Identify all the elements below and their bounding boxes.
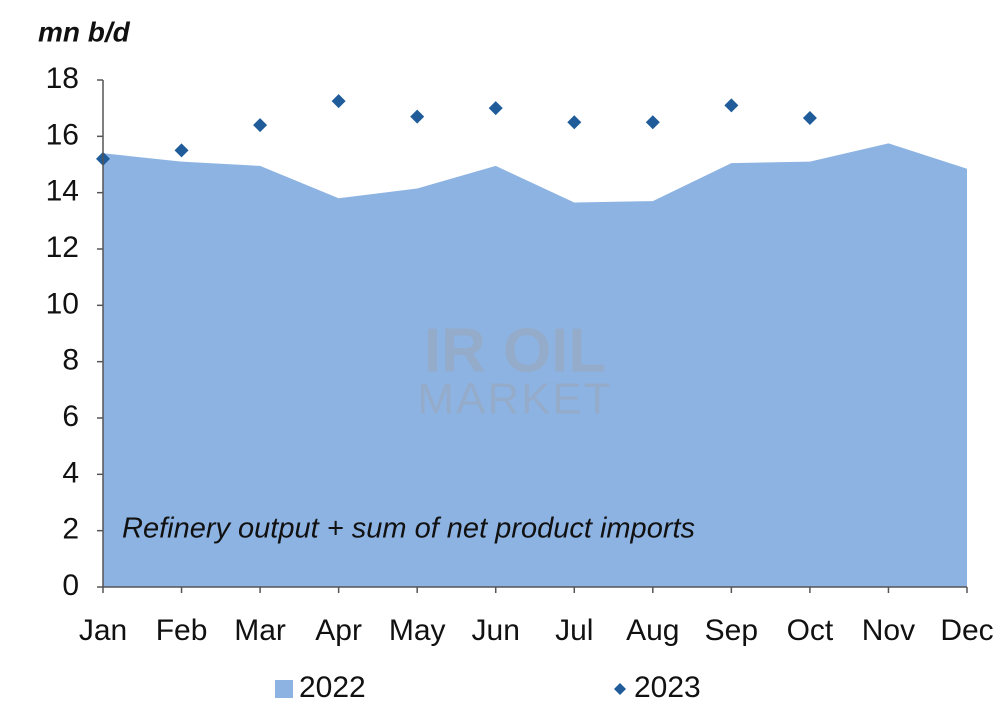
- diamond-marker: [802, 111, 817, 126]
- diamond-marker: [724, 98, 739, 113]
- diamond-marker: [567, 115, 582, 130]
- x-tick-label: Jun: [472, 614, 520, 647]
- legend-swatch: [614, 683, 626, 695]
- y-tick-label: 8: [62, 344, 79, 377]
- y-tick-label: 12: [46, 231, 79, 264]
- legend-label: 2022: [299, 671, 366, 702]
- x-tick-label: Dec: [940, 614, 993, 647]
- x-tick-label: Apr: [315, 614, 362, 647]
- y-tick-label: 4: [62, 456, 79, 489]
- diamond-marker: [488, 101, 503, 116]
- diamond-marker: [253, 118, 268, 133]
- diamond-marker: [174, 143, 189, 158]
- y-tick-label: 16: [46, 118, 79, 151]
- x-tick-label: Jan: [79, 614, 127, 647]
- diamond-marker: [331, 94, 346, 109]
- watermark: MARKET: [417, 375, 612, 424]
- x-tick-label: Aug: [626, 614, 679, 647]
- legend-swatch: [275, 680, 293, 698]
- legend-label: 2023: [634, 671, 701, 702]
- x-tick-label: Jul: [555, 614, 593, 647]
- y-tick-label: 2: [62, 513, 79, 546]
- x-tick-label: May: [389, 614, 446, 647]
- x-tick-label: Sep: [705, 614, 758, 647]
- x-tick-label: Oct: [787, 614, 834, 647]
- y-tick-label: 10: [46, 287, 79, 320]
- y-tick-label: 18: [46, 62, 79, 95]
- y-axis-label: mn b/d: [38, 16, 131, 47]
- x-tick-label: Nov: [862, 614, 915, 647]
- y-tick-label: 14: [46, 175, 79, 208]
- area: [103, 143, 967, 587]
- y-tick-label: 6: [62, 400, 79, 433]
- diamond-marker: [645, 115, 660, 130]
- watermark: IR OIL: [424, 316, 607, 385]
- annotation: Refinery output + sum of net product imp…: [122, 513, 695, 545]
- x-tick-label: Mar: [234, 614, 286, 647]
- diamond-marker: [410, 109, 425, 124]
- x-tick-label: Feb: [156, 614, 208, 647]
- y-tick-label: 0: [62, 569, 79, 602]
